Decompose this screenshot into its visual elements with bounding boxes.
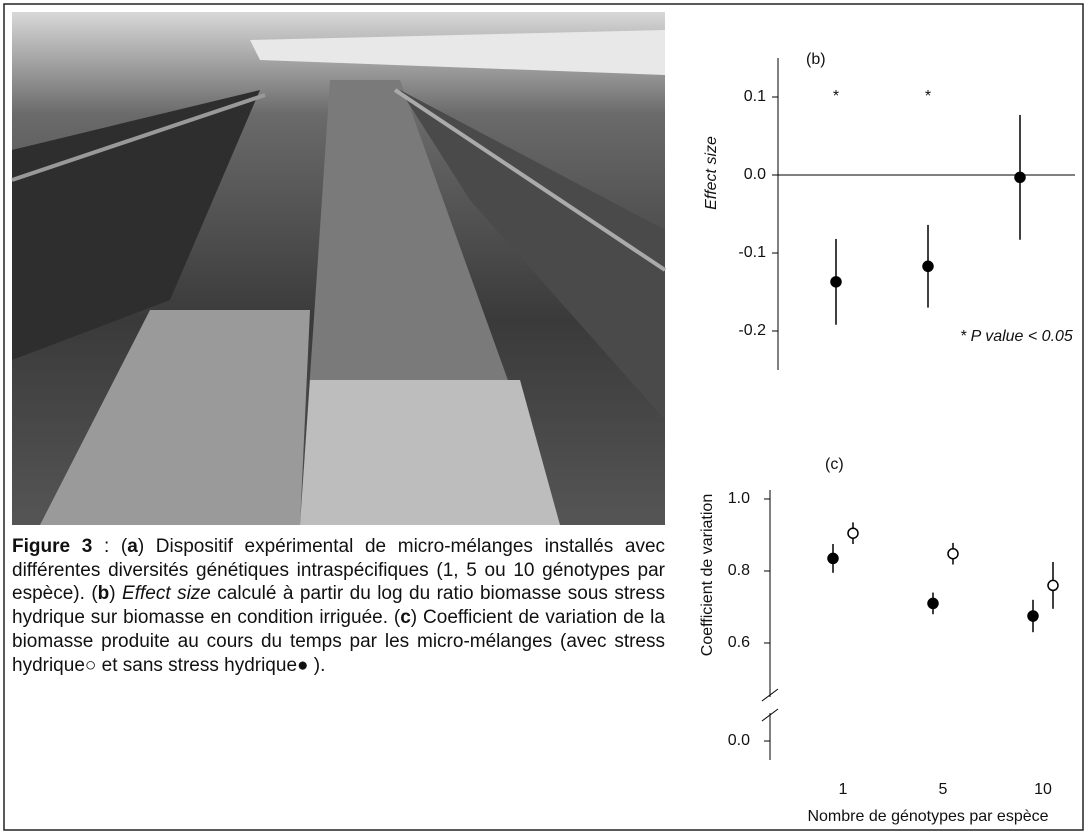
point	[847, 527, 859, 539]
point	[827, 552, 839, 565]
point	[1014, 171, 1026, 184]
y-tick-label: -0.1	[738, 244, 766, 261]
point	[1027, 610, 1039, 622]
caption-text: )	[109, 583, 123, 605]
caption-text: ) Dispositif expérimental de micro-mélan…	[12, 536, 666, 605]
axis-break	[761, 688, 779, 702]
y-tick-label: 0.0	[744, 166, 766, 183]
panel-label: (b)	[806, 51, 826, 68]
caption-text: Figure 3	[12, 536, 93, 557]
caption-text: c	[400, 607, 411, 629]
x-axis-label: Nombre de génotypes par espèce	[807, 808, 1048, 825]
note: * P value < 0.05	[960, 328, 1073, 345]
photo	[11, 12, 667, 525]
caption: Figure 3 : (a) Dispositif expérimental d…	[12, 535, 665, 677]
caption-text: a	[127, 536, 138, 557]
point	[1047, 579, 1059, 592]
y-axis-label: Effect size	[703, 136, 720, 210]
point	[947, 547, 959, 560]
significance: *	[833, 88, 839, 105]
caption-text: : (	[92, 536, 128, 557]
axis-break	[761, 708, 779, 722]
x-tick-label: 5	[939, 781, 948, 798]
y-axis-label: Coefficient de variation	[699, 494, 716, 656]
y-tick-label: 0.1	[744, 88, 766, 105]
point	[830, 276, 842, 288]
x-tick-label: 1	[839, 781, 848, 798]
caption-text: calculé à partir du log du ratio biomass…	[12, 583, 665, 629]
y-tick-label: -0.2	[738, 322, 766, 339]
y-tick-label: 0.6	[728, 634, 750, 651]
point	[922, 260, 934, 273]
caption-text: Effect size	[122, 583, 211, 605]
caption-text: b	[97, 583, 110, 605]
significance: *	[925, 88, 931, 105]
frame	[3, 3, 1084, 831]
x-tick-label: 10	[1034, 781, 1052, 798]
caption-text: ) Coefficient de variation de la biomass…	[12, 607, 665, 676]
y-tick-label: 0.0	[728, 732, 750, 749]
panel-label: (c)	[825, 456, 844, 473]
point	[927, 597, 939, 610]
y-tick-label: 0.8	[728, 562, 750, 579]
y-tick-label: 1.0	[728, 490, 750, 507]
